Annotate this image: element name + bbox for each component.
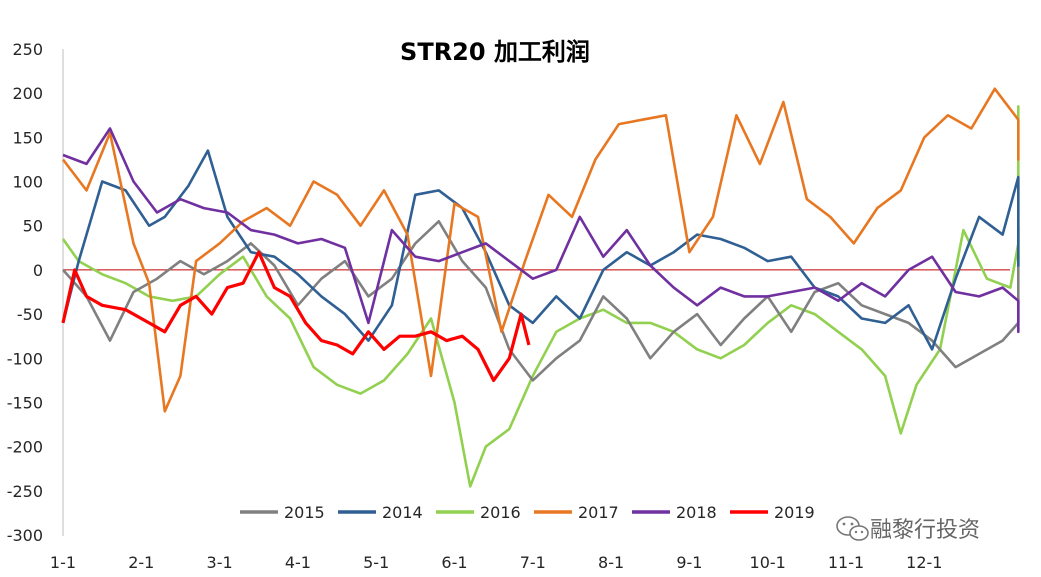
legend-label-2016: 2016 — [480, 503, 521, 522]
legend: 2015 2014 2016 2017 2018 2019 — [240, 503, 815, 522]
y-tick-label: 0 — [33, 261, 43, 280]
watermark-text: 融黎行投资 — [870, 518, 980, 543]
legend-label-2017: 2017 — [578, 503, 619, 522]
y-tick-label: -200 — [7, 438, 43, 457]
x-tick-label: 1-1 — [50, 553, 76, 572]
y-axis-ticks: 250 200 150 100 50 0 -50 -100 -150 -200 -250 -300 — [7, 40, 43, 545]
series-line-2018 — [62, 127, 1020, 334]
series-line-2016 — [61, 105, 1020, 488]
y-tick-label: -250 — [7, 482, 43, 501]
legend-label-2018: 2018 — [676, 503, 717, 522]
y-tick-label: 250 — [12, 40, 43, 59]
series-line-2015 — [62, 220, 1020, 382]
chart-title: STR20 加工利润 — [400, 38, 590, 66]
y-tick-label: 100 — [12, 173, 43, 192]
wechat-icon — [836, 516, 869, 541]
legend-label-2015: 2015 — [284, 503, 325, 522]
legend-label-2014: 2014 — [382, 503, 423, 522]
y-tick-label: 150 — [12, 128, 43, 147]
watermark: 融黎行投资 — [836, 516, 980, 543]
x-tick-label: 3-1 — [207, 553, 233, 572]
x-tick-label: 8-1 — [598, 553, 624, 572]
x-tick-label: 2-1 — [128, 553, 154, 572]
y-tick-label: -150 — [7, 393, 43, 412]
x-tick-label: 9-1 — [676, 553, 702, 572]
series-line-2017 — [61, 87, 1020, 413]
x-tick-label: 10-1 — [750, 553, 786, 572]
x-axis-ticks: 1-1 2-1 3-1 4-1 5-1 6-1 7-1 8-1 9-1 10-1 11-1 12-1 — [50, 553, 943, 572]
legend-label-2019: 2019 — [774, 503, 815, 522]
y-tick-label: 50 — [23, 217, 43, 236]
series-lines — [61, 87, 1020, 488]
x-tick-label: 7-1 — [520, 553, 546, 572]
series-line-2014 — [61, 149, 1020, 351]
y-tick-label: 200 — [12, 84, 43, 103]
x-tick-label: 12-1 — [906, 553, 942, 572]
y-tick-label: -50 — [17, 305, 43, 324]
y-tick-label: -300 — [7, 526, 43, 545]
x-tick-label: 4-1 — [285, 553, 311, 572]
series-line-2019 — [61, 250, 531, 382]
x-tick-label: 5-1 — [363, 553, 389, 572]
x-tick-label: 6-1 — [441, 553, 467, 572]
y-tick-label: -100 — [7, 349, 43, 368]
x-tick-label: 11-1 — [828, 553, 864, 572]
